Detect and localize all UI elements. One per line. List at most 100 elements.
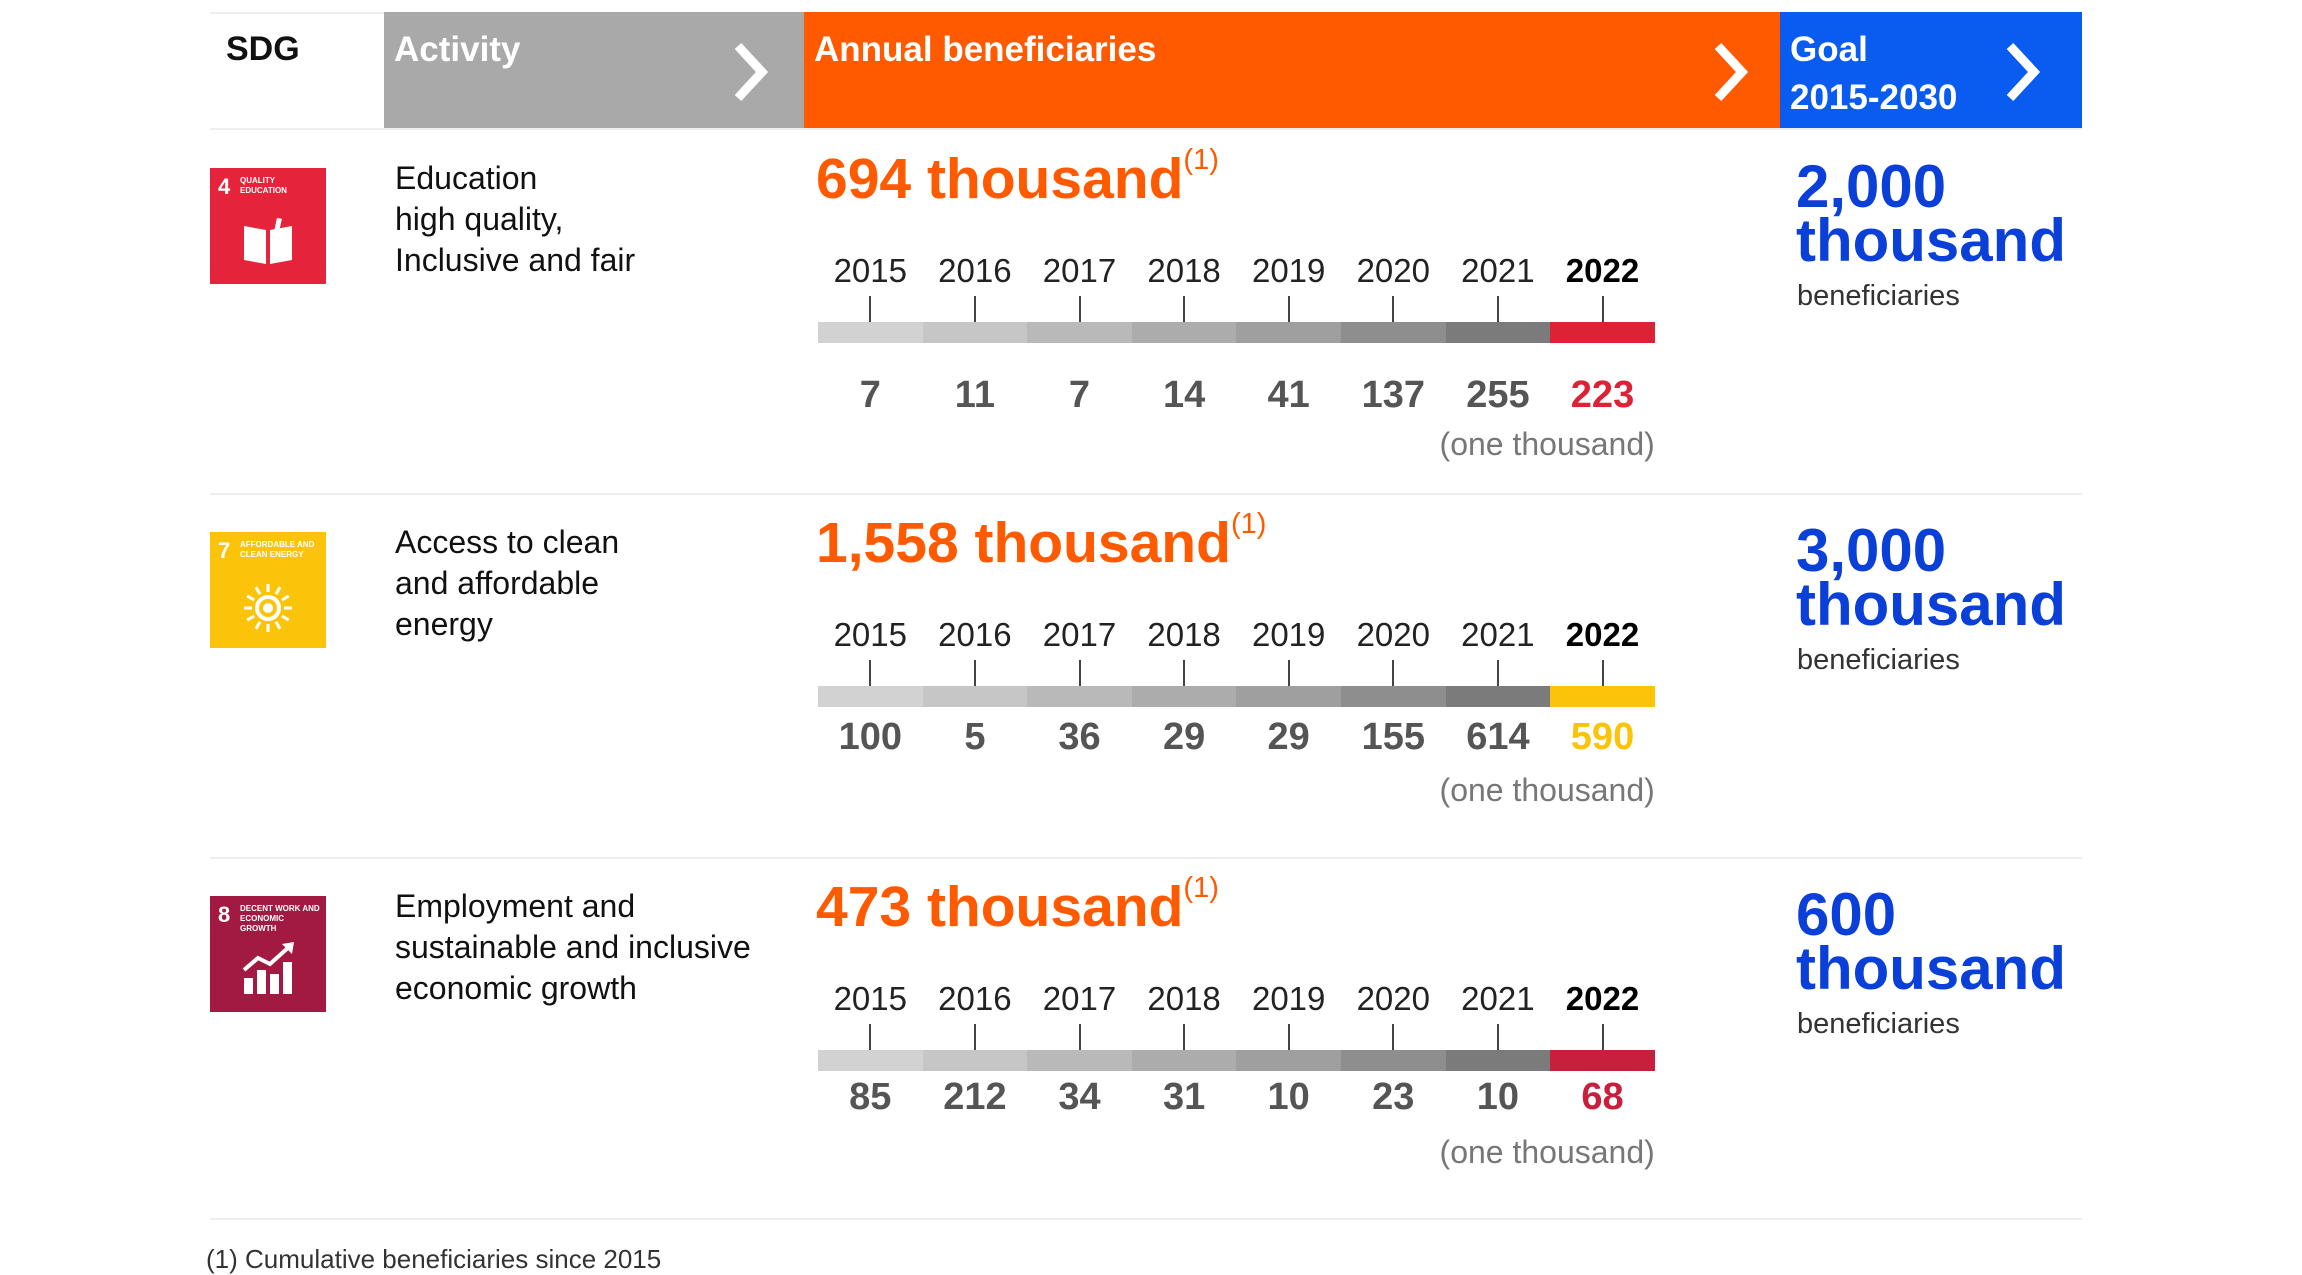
header-goal-label: Goal 2015-2030 [1790, 30, 1958, 117]
sdg-number: 8 [218, 902, 231, 927]
footnote-ref: (1) [1183, 144, 1219, 176]
timeline-year: 2022 [1565, 252, 1640, 289]
year-value: 223 [1570, 374, 1635, 416]
timeline-year: 2020 [1356, 252, 1430, 289]
timeline-segment [1445, 322, 1551, 343]
footnote: (1) Cumulative beneficiaries since 2015 [206, 1244, 662, 1274]
timeline-tick [869, 1024, 872, 1050]
growth-chart-icon [242, 942, 294, 994]
cumulative-value: 1,558 thousand [816, 511, 1231, 575]
timeline-tick [1287, 296, 1290, 322]
header-sdg-label: SDG [226, 30, 300, 68]
timeline-segment [1341, 322, 1447, 343]
timeline-segment [1131, 686, 1237, 707]
timeline-tick [1496, 1024, 1499, 1050]
sdg-caption: QUALITY EDUCATION [240, 176, 287, 195]
timeline-tick [1496, 296, 1499, 322]
timeline-year: 2016 [938, 616, 1012, 653]
timeline-year: 2015 [833, 252, 907, 289]
goal-value: 600 thousand [1796, 881, 2066, 1002]
year-value: 5 [964, 716, 986, 758]
year-value: 23 [1372, 1076, 1415, 1118]
timeline-segment [1236, 322, 1342, 343]
unit-label: (one thousand) [1439, 1134, 1655, 1170]
timeline-tick [1601, 296, 1604, 322]
timeline-segment [1550, 686, 1656, 707]
activity-label: Employment and sustainable and inclusive… [395, 888, 751, 1006]
sdg-tile: 4 QUALITY EDUCATION [210, 168, 326, 284]
year-value: 100 [838, 716, 902, 758]
goal-unit: beneficiaries [1797, 280, 1960, 312]
timeline-year: 2015 [833, 616, 907, 653]
year-value: 41 [1267, 374, 1310, 416]
timeline-tick [1496, 660, 1499, 686]
timeline-year: 2015 [833, 980, 907, 1017]
year-value: 34 [1058, 1076, 1101, 1118]
timeline-year: 2019 [1251, 252, 1326, 289]
header-goal: Goal 2015-2030 [1780, 12, 2082, 128]
timeline-year: 2021 [1461, 980, 1535, 1017]
year-value: 7 [859, 374, 881, 416]
timeline-segment [1445, 1050, 1551, 1071]
sdg-tile: 8 DECENT WORK AND ECONOMIC GROWTH [210, 896, 326, 1012]
timeline-year: 2018 [1147, 980, 1221, 1017]
timeline-year: 2021 [1461, 616, 1535, 653]
row-divider [210, 128, 2082, 130]
unit-label: (one thousand) [1439, 426, 1655, 462]
sun-icon [244, 584, 292, 632]
year-value: 36 [1058, 716, 1101, 758]
timeline-year: 2022 [1565, 616, 1640, 653]
timeline-tick [1183, 660, 1186, 686]
chevron-right-icon [1714, 42, 1749, 102]
timeline-tick [1183, 296, 1186, 322]
chevron-right-icon [2006, 42, 2041, 102]
activity-label: Education high quality, Inclusive and fa… [395, 160, 636, 278]
cumulative-value: 694 thousand [816, 147, 1184, 211]
year-value: 255 [1466, 374, 1530, 416]
timeline-tick [1078, 296, 1081, 322]
timeline-year: 2020 [1356, 980, 1430, 1017]
chevron-right-icon [734, 42, 769, 102]
cumulative-beneficiaries: 694 thousand(1) [816, 144, 1219, 212]
year-value: 137 [1361, 374, 1425, 416]
year-value: 212 [943, 1076, 1007, 1118]
timeline-tick [1392, 1024, 1395, 1050]
year-value: 29 [1162, 716, 1206, 758]
goal-value: 3,000 thousand [1796, 517, 2066, 638]
timeline-tick [1601, 660, 1604, 686]
year-value: 68 [1581, 1076, 1624, 1118]
header-activity: Activity [384, 12, 804, 128]
sdg-number: 4 [218, 174, 231, 199]
year-value: 10 [1476, 1076, 1520, 1118]
timeline-segment [922, 686, 1028, 707]
timeline-year: 2022 [1565, 980, 1640, 1017]
sdg-tile: 7 AFFORDABLE AND CLEAN ENERGY [210, 532, 326, 648]
header-annual-label: Annual beneficiaries [814, 30, 1157, 69]
timeline-year: 2017 [1042, 980, 1117, 1017]
header-annual-beneficiaries: Annual beneficiaries [804, 12, 1780, 128]
timeline-year: 2019 [1251, 980, 1326, 1017]
goal-unit: beneficiaries [1797, 644, 1960, 676]
timeline-segment [1027, 1050, 1133, 1071]
timeline-tick [973, 296, 976, 322]
timeline-segment [922, 1050, 1028, 1071]
timeline-segment [1027, 686, 1133, 707]
header-activity-label: Activity [394, 30, 521, 69]
row-divider [210, 493, 2082, 495]
header-sdg: SDG [210, 12, 384, 130]
timeline-segment [1445, 686, 1551, 707]
timeline-tick [1601, 1024, 1604, 1050]
timeline-segment [1131, 322, 1237, 343]
year-value: 590 [1570, 716, 1635, 758]
timeline-year: 2016 [938, 252, 1012, 289]
timeline-segment [1131, 1050, 1237, 1071]
row-divider [210, 1218, 2082, 1220]
timeline-tick [1183, 1024, 1186, 1050]
year-value: 614 [1466, 716, 1530, 758]
timeline-segment [1550, 322, 1656, 343]
unit-label: (one thousand) [1439, 772, 1655, 808]
timeline-tick [869, 660, 872, 686]
year-value: 14 [1162, 374, 1206, 416]
row-divider [210, 857, 2082, 859]
